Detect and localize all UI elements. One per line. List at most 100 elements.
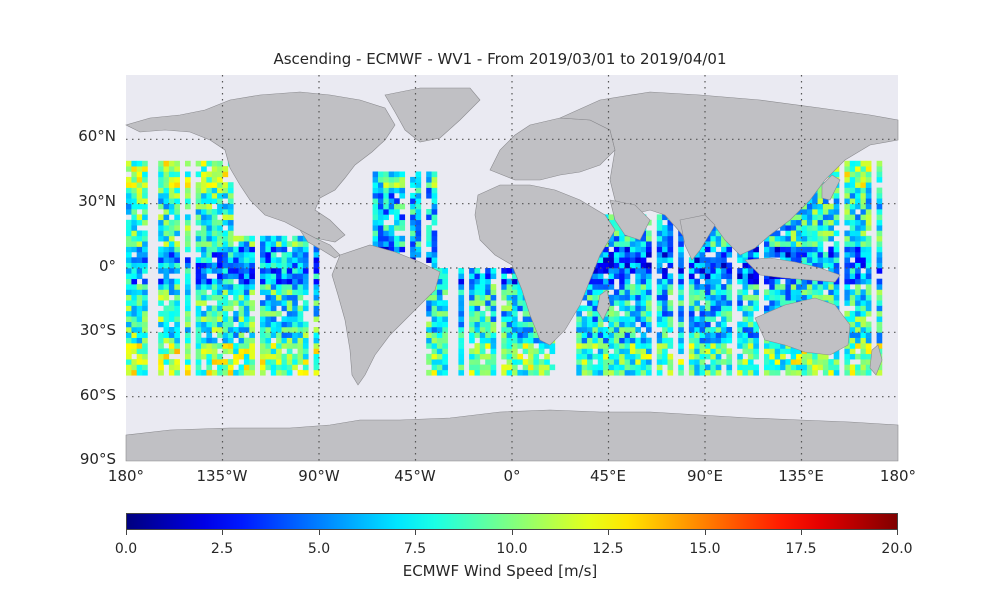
wind-speed-cell bbox=[292, 359, 298, 365]
wind-speed-cell bbox=[431, 251, 438, 258]
wind-speed-cell bbox=[876, 187, 883, 194]
wind-speed-cell bbox=[849, 294, 856, 301]
wind-speed-cell bbox=[383, 182, 389, 188]
wind-speed-cell bbox=[185, 337, 191, 344]
wind-speed-cell bbox=[721, 343, 727, 349]
wind-speed-cell bbox=[865, 305, 872, 312]
wind-speed-cell bbox=[726, 369, 733, 376]
wind-speed-cell bbox=[126, 268, 132, 274]
wind-speed-cell bbox=[753, 284, 759, 290]
wind-speed-cell bbox=[635, 262, 641, 269]
wind-speed-cell bbox=[796, 289, 802, 296]
wind-speed-cell bbox=[780, 246, 786, 253]
wind-speed-cell bbox=[195, 348, 202, 355]
wind-speed-cell bbox=[281, 251, 288, 258]
wind-speed-cell bbox=[785, 257, 792, 263]
wind-speed-cell bbox=[806, 257, 813, 263]
wind-speed-cell bbox=[790, 289, 797, 296]
wind-speed-cell bbox=[227, 203, 234, 210]
wind-speed-cell bbox=[876, 364, 883, 371]
wind-speed-cell bbox=[260, 241, 266, 247]
wind-speed-cell bbox=[688, 369, 695, 376]
wind-speed-cell bbox=[249, 364, 255, 371]
wind-speed-cell bbox=[217, 359, 223, 365]
wind-speed-cell bbox=[265, 359, 272, 365]
wind-speed-cell bbox=[865, 251, 872, 258]
wind-speed-cell bbox=[378, 203, 384, 210]
wind-speed-cell bbox=[592, 353, 599, 360]
wind-speed-cell bbox=[238, 332, 245, 338]
wind-speed-cell bbox=[243, 289, 250, 296]
wind-speed-cell bbox=[855, 305, 861, 312]
wind-speed-cell bbox=[619, 321, 625, 328]
wind-speed-cell bbox=[656, 305, 663, 312]
wind-speed-cell bbox=[613, 353, 620, 360]
wind-speed-cell bbox=[624, 235, 631, 242]
wind-speed-cell bbox=[126, 192, 132, 199]
wind-speed-cell bbox=[136, 219, 143, 226]
wind-speed-cell bbox=[865, 310, 872, 317]
wind-speed-cell bbox=[640, 348, 647, 355]
wind-speed-cell bbox=[426, 321, 432, 328]
wind-speed-cell bbox=[785, 359, 792, 365]
wind-speed-cell bbox=[581, 332, 588, 338]
wind-speed-cell bbox=[168, 219, 175, 226]
wind-speed-cell bbox=[431, 257, 438, 263]
wind-speed-cell bbox=[849, 348, 856, 355]
wind-speed-cell bbox=[168, 289, 175, 296]
wind-speed-cell bbox=[662, 268, 668, 274]
wind-speed-cell bbox=[806, 198, 813, 204]
wind-speed-cell bbox=[833, 214, 840, 221]
wind-speed-cell bbox=[211, 359, 218, 365]
wind-speed-cell bbox=[715, 359, 722, 365]
wind-speed-cell bbox=[624, 305, 631, 312]
wind-speed-cell bbox=[227, 348, 234, 355]
wind-speed-cell bbox=[136, 187, 143, 194]
wind-speed-cell bbox=[479, 284, 486, 290]
wind-speed-cell bbox=[876, 192, 883, 199]
wind-speed-cell bbox=[458, 337, 465, 344]
wind-speed-cell bbox=[211, 176, 218, 183]
wind-speed-cell bbox=[281, 359, 288, 365]
wind-speed-cell bbox=[726, 327, 733, 333]
wind-speed-cell bbox=[753, 327, 759, 333]
wind-speed-cell bbox=[812, 235, 818, 242]
wind-speed-cell bbox=[270, 348, 277, 355]
wind-speed-cell bbox=[774, 241, 781, 247]
wind-speed-cell bbox=[737, 364, 743, 371]
wind-speed-cell bbox=[855, 214, 861, 221]
wind-speed-cell bbox=[865, 171, 872, 178]
wind-speed-cell bbox=[378, 230, 384, 237]
wind-speed-cell bbox=[517, 289, 524, 296]
wind-speed-cell bbox=[265, 305, 272, 312]
wind-speed-cell bbox=[238, 310, 245, 317]
wind-speed-cell bbox=[243, 278, 250, 285]
wind-speed-cell bbox=[249, 348, 255, 355]
wind-speed-cell bbox=[131, 176, 138, 183]
wind-speed-cell bbox=[458, 316, 465, 322]
wind-speed-cell bbox=[844, 300, 851, 306]
wind-speed-cell bbox=[163, 219, 170, 226]
wind-speed-cell bbox=[533, 353, 540, 360]
wind-speed-cell bbox=[436, 268, 443, 274]
wind-speed-cell bbox=[227, 321, 234, 328]
wind-speed-cell bbox=[705, 353, 711, 360]
wind-speed-cell bbox=[747, 284, 754, 290]
wind-speed-cell bbox=[694, 348, 700, 355]
wind-speed-cell bbox=[136, 327, 143, 333]
wind-speed-cell bbox=[238, 289, 245, 296]
wind-speed-cell bbox=[613, 348, 620, 355]
wind-speed-cell bbox=[260, 369, 266, 376]
wind-speed-cell bbox=[431, 316, 438, 322]
wind-speed-cell bbox=[302, 359, 309, 365]
wind-speed-cell bbox=[238, 353, 245, 360]
wind-speed-cell bbox=[844, 241, 851, 247]
wind-speed-cell bbox=[410, 219, 416, 226]
wind-speed-cell bbox=[222, 305, 229, 312]
wind-speed-cell bbox=[849, 369, 856, 376]
wind-speed-cell bbox=[796, 348, 802, 355]
wind-speed-cell bbox=[479, 316, 486, 322]
wind-speed-cell bbox=[646, 316, 652, 322]
wind-speed-cell bbox=[238, 241, 245, 247]
wind-speed-cell bbox=[860, 348, 867, 355]
